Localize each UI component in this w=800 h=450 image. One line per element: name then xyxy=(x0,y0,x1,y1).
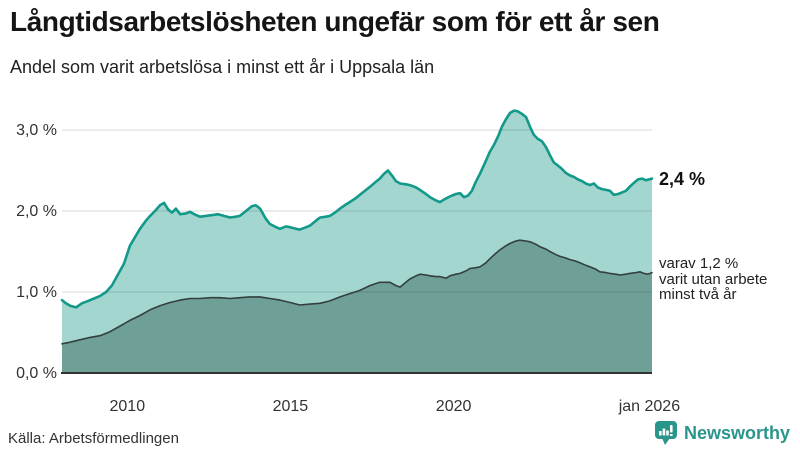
x-axis-label: 2015 xyxy=(273,398,309,415)
page-subtitle: Andel som varit arbetslösa i minst ett å… xyxy=(10,57,435,77)
y-axis-label: 2,0 % xyxy=(16,203,57,220)
x-axis-label: 2020 xyxy=(436,398,472,415)
series-line-1 xyxy=(60,109,654,309)
newsworthy-logo: Newsworthy xyxy=(654,420,790,446)
y-axis-labels: 0,0 % 1,0 % 2,0 % 3,0 % xyxy=(16,122,57,382)
y-axis-label: 1,0 % xyxy=(16,284,57,301)
x-axis-label: 2010 xyxy=(110,398,146,415)
source-note: Källa: Arbetsförmedlingen xyxy=(8,430,179,447)
series-area-2 xyxy=(62,240,652,373)
series-annotation-line-3: minst två år xyxy=(659,286,737,303)
series-fills xyxy=(62,110,652,373)
series-annotation-line-2: varit utan arbete xyxy=(659,271,767,288)
y-axis-label: 3,0 % xyxy=(16,122,57,139)
series-lines xyxy=(60,109,654,345)
y-axis-label: 0,0 % xyxy=(16,365,57,382)
newsworthy-icon xyxy=(654,421,677,445)
series-end-value-label: 2,4 % xyxy=(659,169,705,189)
page-title: Långtidsarbetslösheten ungefär som för e… xyxy=(10,6,660,37)
x-axis-labels: 2010 2015 2020 jan 2026 xyxy=(110,398,681,415)
series-line-2 xyxy=(61,239,653,345)
x-axis-label: jan 2026 xyxy=(618,398,680,415)
series-annotation-line-1: varav 1,2 % xyxy=(659,255,738,272)
newsworthy-wordmark: Newsworthy xyxy=(683,422,790,443)
